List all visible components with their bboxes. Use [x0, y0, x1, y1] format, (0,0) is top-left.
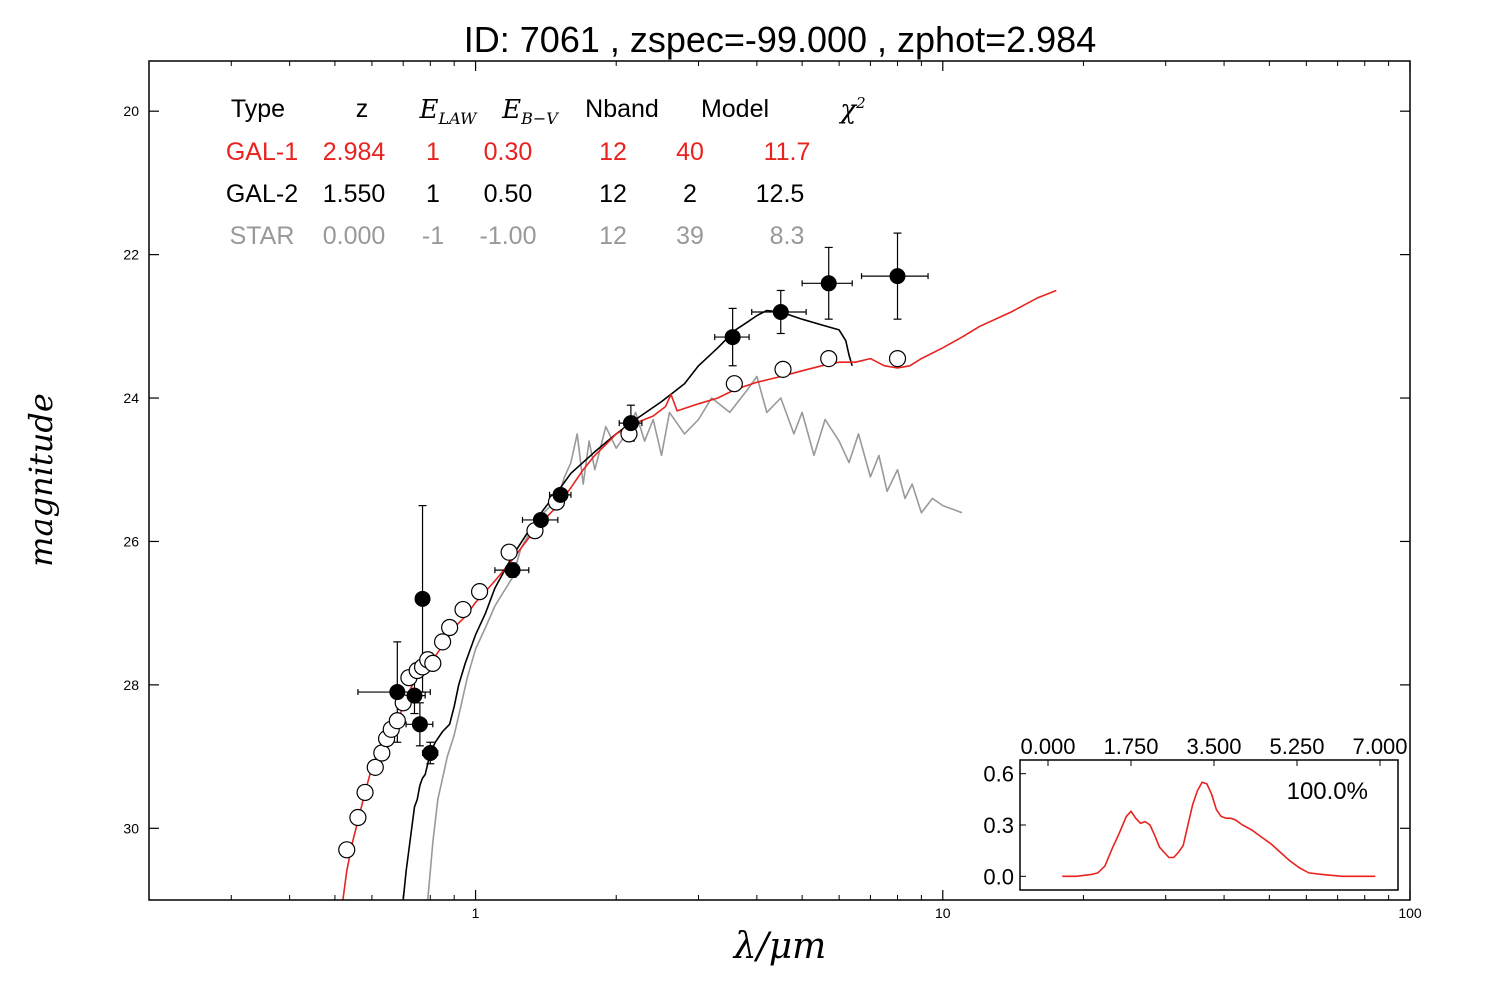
- y-tick-label: 28: [123, 677, 139, 693]
- y-tick-label: 20: [123, 103, 139, 119]
- table-cell-star-6: 8.3: [770, 222, 805, 250]
- table-header-3: EB−V: [501, 95, 559, 128]
- table-cell-gal2-0: GAL-2: [226, 180, 298, 208]
- table-cell-gal2-5: 2: [683, 180, 697, 208]
- inset-x-tick-label: 5.250: [1269, 734, 1324, 759]
- inset-axis-ticks: 0.000 1.750 3.500 5.250 7.000 0.0 0.3 0.6: [983, 734, 1407, 889]
- sed-points-layer: [338, 232, 929, 859]
- table-cell-gal2-3: 0.50: [484, 180, 533, 208]
- model-magnitude-point: [433, 633, 452, 651]
- sed-axes-frame: [148, 60, 1411, 901]
- model-magnitude-point: [774, 360, 792, 378]
- table-cell-gal2-6: 12.5: [756, 180, 805, 208]
- inset-x-tick-label: 1.750: [1103, 734, 1158, 759]
- inset-y-tick-label: 0.6: [983, 762, 1014, 787]
- model-magnitude-point: [366, 758, 384, 776]
- observed-magnitude-point: [889, 268, 906, 285]
- y-tick-label: 24: [123, 390, 139, 406]
- table-header-2: ELAW: [419, 95, 479, 128]
- observed-magnitude-point: [389, 684, 406, 701]
- model-magnitude-point: [500, 543, 518, 561]
- table-cell-gal2-4: 12: [599, 180, 627, 208]
- observed-magnitude-point: [411, 716, 428, 733]
- table-header-5: Model: [701, 95, 769, 123]
- x-tick-label: 100: [1398, 905, 1422, 921]
- table-cell-gal1-5: 40: [676, 138, 704, 166]
- model-magnitude-point: [441, 618, 459, 637]
- table-cell-star-2: -1: [422, 222, 444, 250]
- x-tick-label: 10: [935, 905, 951, 921]
- table-cell-star-1: 0.000: [323, 222, 386, 250]
- sed-panel: 1 10 100 20 22 24 26 28 30 λ/μm magnitude Type z E…: [22, 60, 1422, 967]
- y-tick-label: 26: [123, 533, 139, 549]
- observed-magnitude-point: [820, 275, 837, 292]
- observed-magnitude-point: [414, 590, 431, 607]
- table-header-1: z: [356, 95, 369, 123]
- y-tick-label: 30: [123, 820, 139, 836]
- model-magnitude-point: [424, 654, 442, 672]
- pdz-inset-panel: 0.000 1.750 3.500 5.250 7.000 0.0 0.3 0.6 100.0…: [983, 734, 1408, 891]
- model-magnitude-point: [349, 808, 367, 827]
- table-cell-gal1-1: 2.984: [323, 138, 386, 166]
- x-axis-label: λ/μm: [732, 926, 826, 967]
- inset-series-layer: [1062, 781, 1376, 878]
- table-cell-star-0: STAR: [230, 222, 295, 250]
- sed-axis-ticks: 1 10 100 20 22 24 26 28 30: [123, 61, 1422, 921]
- table-cell-gal1-0: GAL-1: [226, 138, 298, 166]
- table-header-4: Nband: [585, 95, 659, 123]
- inset-probability-label: 100.0%: [1287, 778, 1368, 805]
- inset-background: [1020, 760, 1398, 890]
- observed-magnitude-point: [532, 511, 549, 528]
- table-cell-gal2-1: 1.550: [323, 180, 386, 208]
- table-cell-gal1-4: 12: [599, 138, 627, 166]
- sed-line-star: [426, 375, 963, 901]
- inset-y-tick-label: 0.0: [983, 864, 1014, 889]
- observed-magnitude-point: [422, 744, 439, 761]
- observed-magnitude-point: [724, 329, 741, 346]
- observed-magnitude-point: [504, 562, 521, 579]
- table-cell-gal2-2: 1: [426, 180, 440, 208]
- table-header-6: χ2: [838, 94, 865, 125]
- table-header-0: Type: [231, 95, 285, 123]
- observed-magnitude-point: [406, 687, 423, 704]
- figure-title: ID: 7061 , zspec=-99.000 , zphot=2.984: [464, 19, 1096, 60]
- inset-x-tick-label: 7.000: [1352, 734, 1407, 759]
- table-cell-gal1-3: 0.30: [484, 138, 533, 166]
- table-cell-star-4: 12: [599, 222, 627, 250]
- model-magnitude-point: [454, 600, 472, 619]
- pdz-curve-gal1: [1062, 781, 1376, 878]
- table-cell-gal1-6: 11.7: [764, 138, 811, 166]
- table-cell-star-3: -1.00: [480, 222, 537, 250]
- y-axis-label: magnitude: [22, 393, 60, 567]
- model-magnitude-point: [373, 744, 391, 762]
- inset-y-tick-label: 0.3: [983, 813, 1014, 838]
- inset-x-tick-label: 3.500: [1186, 734, 1241, 759]
- observed-magnitude-point: [552, 486, 569, 503]
- table-cell-star-5: 39: [676, 222, 704, 250]
- y-tick-label: 22: [123, 247, 139, 263]
- model-magnitude-point: [388, 712, 406, 730]
- inset-x-tick-label: 0.000: [1020, 734, 1075, 759]
- fit-summary-table: Type z ELAW EB−V Nband Model χ2 GAL-1 2.984 1 0.30…: [226, 94, 866, 250]
- model-magnitude-point: [725, 375, 743, 393]
- model-magnitude-point: [338, 841, 356, 859]
- model-magnitude-point: [356, 783, 374, 802]
- model-magnitude-point: [820, 349, 838, 368]
- model-magnitude-point: [470, 583, 489, 601]
- observed-magnitude-point: [772, 303, 789, 320]
- table-cell-gal1-2: 1: [426, 138, 440, 166]
- observed-magnitude-point: [622, 415, 639, 432]
- x-tick-label: 1: [472, 905, 480, 921]
- model-magnitude-point: [888, 349, 907, 368]
